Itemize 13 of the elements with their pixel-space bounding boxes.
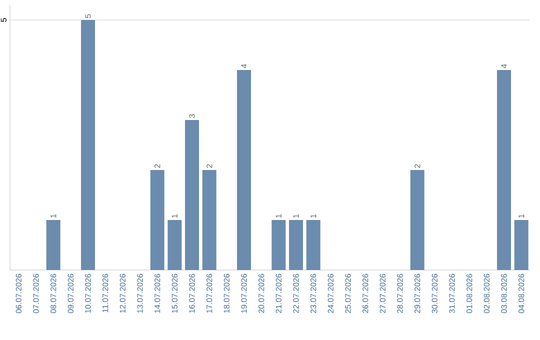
bar [289,220,304,270]
bar [410,170,424,270]
bar [81,20,95,270]
bar [514,220,528,270]
bar [272,220,286,270]
bar [202,170,216,270]
bar [46,220,60,270]
bar [306,220,320,270]
bar [185,120,199,270]
bar [497,70,512,270]
bar [168,220,182,270]
bar [237,70,251,270]
bar [150,170,164,270]
